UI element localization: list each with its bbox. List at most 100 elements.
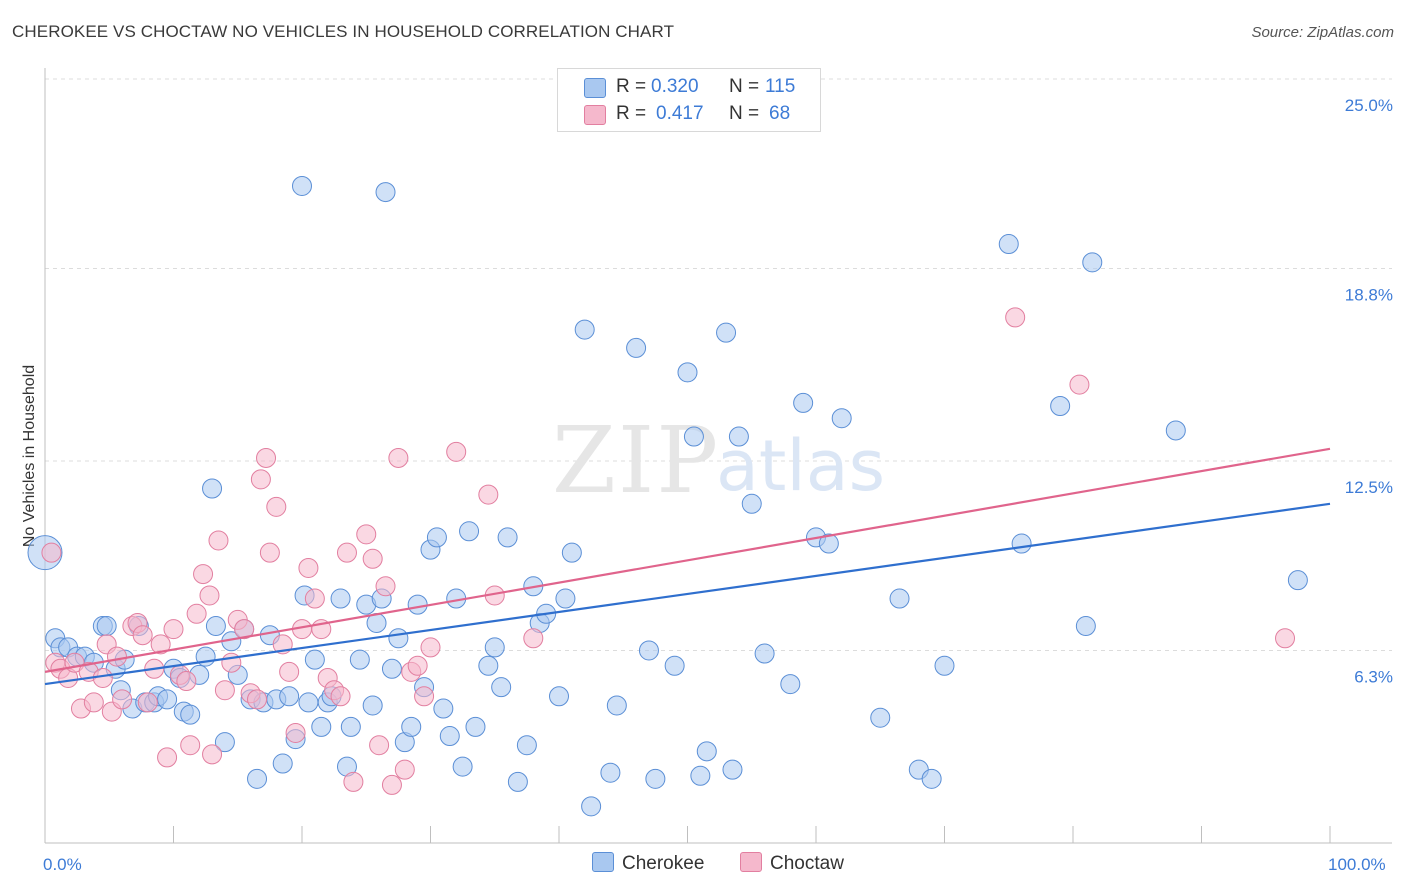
cherokee-point <box>304 649 325 670</box>
cherokee-point <box>793 392 814 413</box>
cherokee-point <box>870 707 891 728</box>
cherokee-point <box>507 771 528 792</box>
cherokee-point <box>728 426 749 447</box>
cherokee-point <box>491 677 512 698</box>
choctaw-point <box>362 548 383 569</box>
choctaw-point <box>193 564 214 585</box>
cherokee-point <box>311 716 332 737</box>
choctaw-trend-line <box>44 447 1331 673</box>
choctaw-point <box>336 542 357 563</box>
choctaw-point <box>523 628 544 649</box>
legend-n-value: 68 <box>769 103 791 124</box>
cherokee-point <box>340 716 361 737</box>
choctaw-point <box>132 625 153 646</box>
gridlines <box>45 78 1392 651</box>
cherokee-point <box>272 753 293 774</box>
cherokee-point <box>921 768 942 789</box>
cherokee-point <box>497 527 518 548</box>
legend-n-label: N = <box>729 103 760 124</box>
cherokee-trend-line <box>44 502 1331 686</box>
choctaw-point <box>375 576 396 597</box>
choctaw-point <box>414 686 435 707</box>
cherokee-point <box>780 674 801 695</box>
choctaw-point <box>369 735 390 756</box>
cherokee-point <box>561 542 582 563</box>
cherokee-point <box>292 175 312 196</box>
choctaw-point <box>83 692 104 713</box>
cherokee-point <box>478 655 499 676</box>
cherokee-point <box>934 655 955 676</box>
cherokee-point <box>407 594 428 615</box>
choctaw-point <box>343 771 364 792</box>
choctaw-point <box>356 524 377 545</box>
choctaw-point <box>446 441 467 462</box>
choctaw-point <box>304 588 325 609</box>
legend-r-value: 0.320 <box>651 76 699 97</box>
bottom-legend-cherokee: Cherokee <box>592 852 704 875</box>
choctaw-point <box>298 557 319 578</box>
legend: R = 0.320 N = 115 R = 0.417 N = 68 <box>557 68 821 132</box>
cherokee-point <box>831 408 852 429</box>
cherokee-point <box>889 588 910 609</box>
choctaw-point <box>394 759 415 780</box>
cherokee-point <box>426 527 447 548</box>
cherokee-point <box>465 716 486 737</box>
legend-r-label: R = <box>616 76 647 97</box>
cherokee-point <box>484 637 505 658</box>
cherokee-point <box>606 695 627 716</box>
choctaw-point <box>176 671 197 692</box>
choctaw-point <box>180 735 201 756</box>
cherokee-point <box>600 762 621 783</box>
choctaw-point <box>420 637 441 658</box>
cherokee-point <box>555 588 576 609</box>
choctaw-point <box>279 661 300 682</box>
cherokee-point <box>626 337 647 358</box>
cherokee-point <box>180 704 201 725</box>
choctaw-point <box>234 619 255 640</box>
choctaw-point <box>112 689 133 710</box>
cherokee-point <box>330 588 351 609</box>
legend-n-label: N = <box>729 76 760 97</box>
chart-title: CHEROKEE VS CHOCTAW NO VEHICLES IN HOUSE… <box>12 22 675 41</box>
cherokee-point <box>96 616 117 637</box>
cherokee-swatch <box>592 852 614 872</box>
cherokee-point <box>247 768 268 789</box>
cherokee-point <box>1050 395 1071 416</box>
cherokee-point <box>362 695 383 716</box>
choctaw-point <box>137 692 158 713</box>
choctaw-point <box>1005 307 1026 328</box>
y-axis-label: No Vehicles in Household <box>21 365 38 547</box>
cherokee-point <box>1011 533 1032 554</box>
y-tick-label: 18.8% <box>1345 285 1393 304</box>
choctaw-point <box>256 447 277 468</box>
y-tick-label: 12.5% <box>1345 478 1393 497</box>
choctaw-swatch <box>584 105 606 125</box>
bottom-legend-choctaw: Choctaw <box>740 852 844 875</box>
choctaw-point <box>199 585 220 606</box>
cherokee-point <box>664 655 685 676</box>
cherokee-point <box>998 234 1019 255</box>
cherokee-point <box>205 616 226 637</box>
cherokee-point <box>754 643 775 664</box>
choctaw-point <box>106 646 127 667</box>
cherokee-point <box>381 658 402 679</box>
cherokee-point <box>401 716 422 737</box>
choctaw-point <box>247 689 268 710</box>
choctaw-point <box>478 484 499 505</box>
cherokee-point <box>279 686 300 707</box>
source-credit: Source: ZipAtlas.com <box>1251 24 1394 41</box>
cherokee-point <box>638 640 659 661</box>
cherokee-point <box>516 735 537 756</box>
cherokee-point <box>1075 616 1096 637</box>
choctaw-point <box>41 542 62 563</box>
trend-lines <box>44 447 1331 686</box>
choctaw-point <box>163 619 184 640</box>
cherokee-point <box>549 686 569 707</box>
x-tick-label-max: 100.0% <box>1328 855 1386 874</box>
cherokee-point <box>696 741 717 762</box>
y-tick-labels: 6.3% 12.5% 18.8% 25.0% <box>1345 96 1393 686</box>
cherokee-point <box>818 533 839 554</box>
cherokee-point <box>683 426 704 447</box>
choctaw-point <box>157 747 178 768</box>
